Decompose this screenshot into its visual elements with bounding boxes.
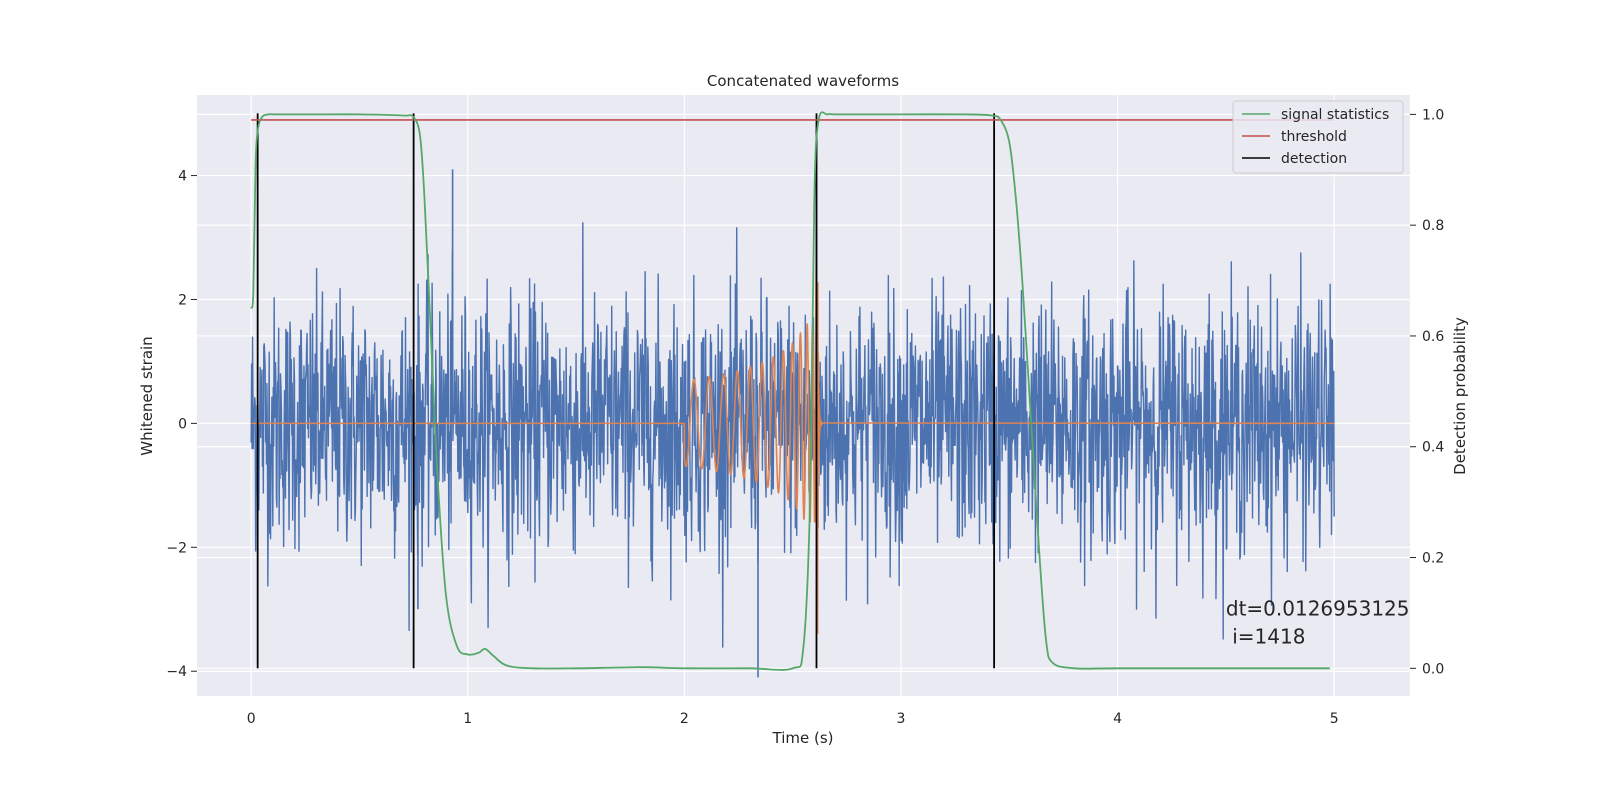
y2-tick-label: 0.2 — [1422, 551, 1444, 567]
y2-tick-label: 0.8 — [1422, 218, 1444, 234]
x-axis: 0 1 2 3 4 5 — [247, 711, 1339, 727]
y-tick-label: 2 — [178, 292, 187, 308]
x-tick-label: 1 — [463, 711, 472, 727]
annotation-dt: dt=0.0126953125 — [1226, 596, 1410, 620]
y-axis-left: −4 −2 0 2 4 — [166, 169, 197, 680]
y2-tick-label: 0.6 — [1422, 329, 1444, 345]
y2-tick-label: 0.0 — [1422, 661, 1444, 677]
stats-layer — [250, 111, 1330, 671]
template-series-line — [251, 263, 1335, 635]
strain-series-line — [250, 222, 1335, 648]
y-axis-right: 0.0 0.2 0.4 0.6 0.8 1.0 — [1410, 107, 1444, 677]
plot-area — [250, 111, 1335, 678]
annotation-index: i=1418 — [1226, 624, 1306, 648]
x-tick-label: 3 — [897, 711, 906, 727]
y2-tick-label: 0.4 — [1422, 440, 1444, 456]
legend-label-signal-statistics: signal statistics — [1281, 107, 1389, 123]
signal-statistics-line — [250, 111, 1330, 671]
chart-title: Concatenated waveforms — [707, 72, 899, 90]
x-tick-label: 4 — [1113, 711, 1122, 727]
detection-layer — [256, 113, 996, 669]
y-tick-label: 0 — [178, 416, 187, 432]
y-tick-label: −4 — [166, 664, 187, 680]
y-tick-label: 4 — [178, 169, 187, 185]
legend-label-threshold: threshold — [1281, 129, 1347, 145]
x-axis-label: Time (s) — [772, 729, 834, 747]
x-tick-label: 5 — [1330, 711, 1339, 727]
legend: signal statistics threshold detection — [1232, 100, 1404, 174]
x-tick-label: 2 — [680, 711, 689, 727]
strain-layer — [250, 132, 1335, 678]
y2-tick-label: 1.0 — [1422, 107, 1444, 123]
x-tick-label: 0 — [247, 711, 256, 727]
strain-spikes — [417, 132, 818, 678]
y-axis-label: Whitened strain — [138, 336, 156, 455]
template-layer — [251, 263, 1335, 635]
y-tick-label: −2 — [166, 540, 187, 556]
legend-box — [1232, 100, 1404, 174]
y2-axis-label: Detection probability — [1451, 317, 1469, 475]
legend-label-detection: detection — [1281, 151, 1347, 167]
grid — [197, 95, 1410, 696]
